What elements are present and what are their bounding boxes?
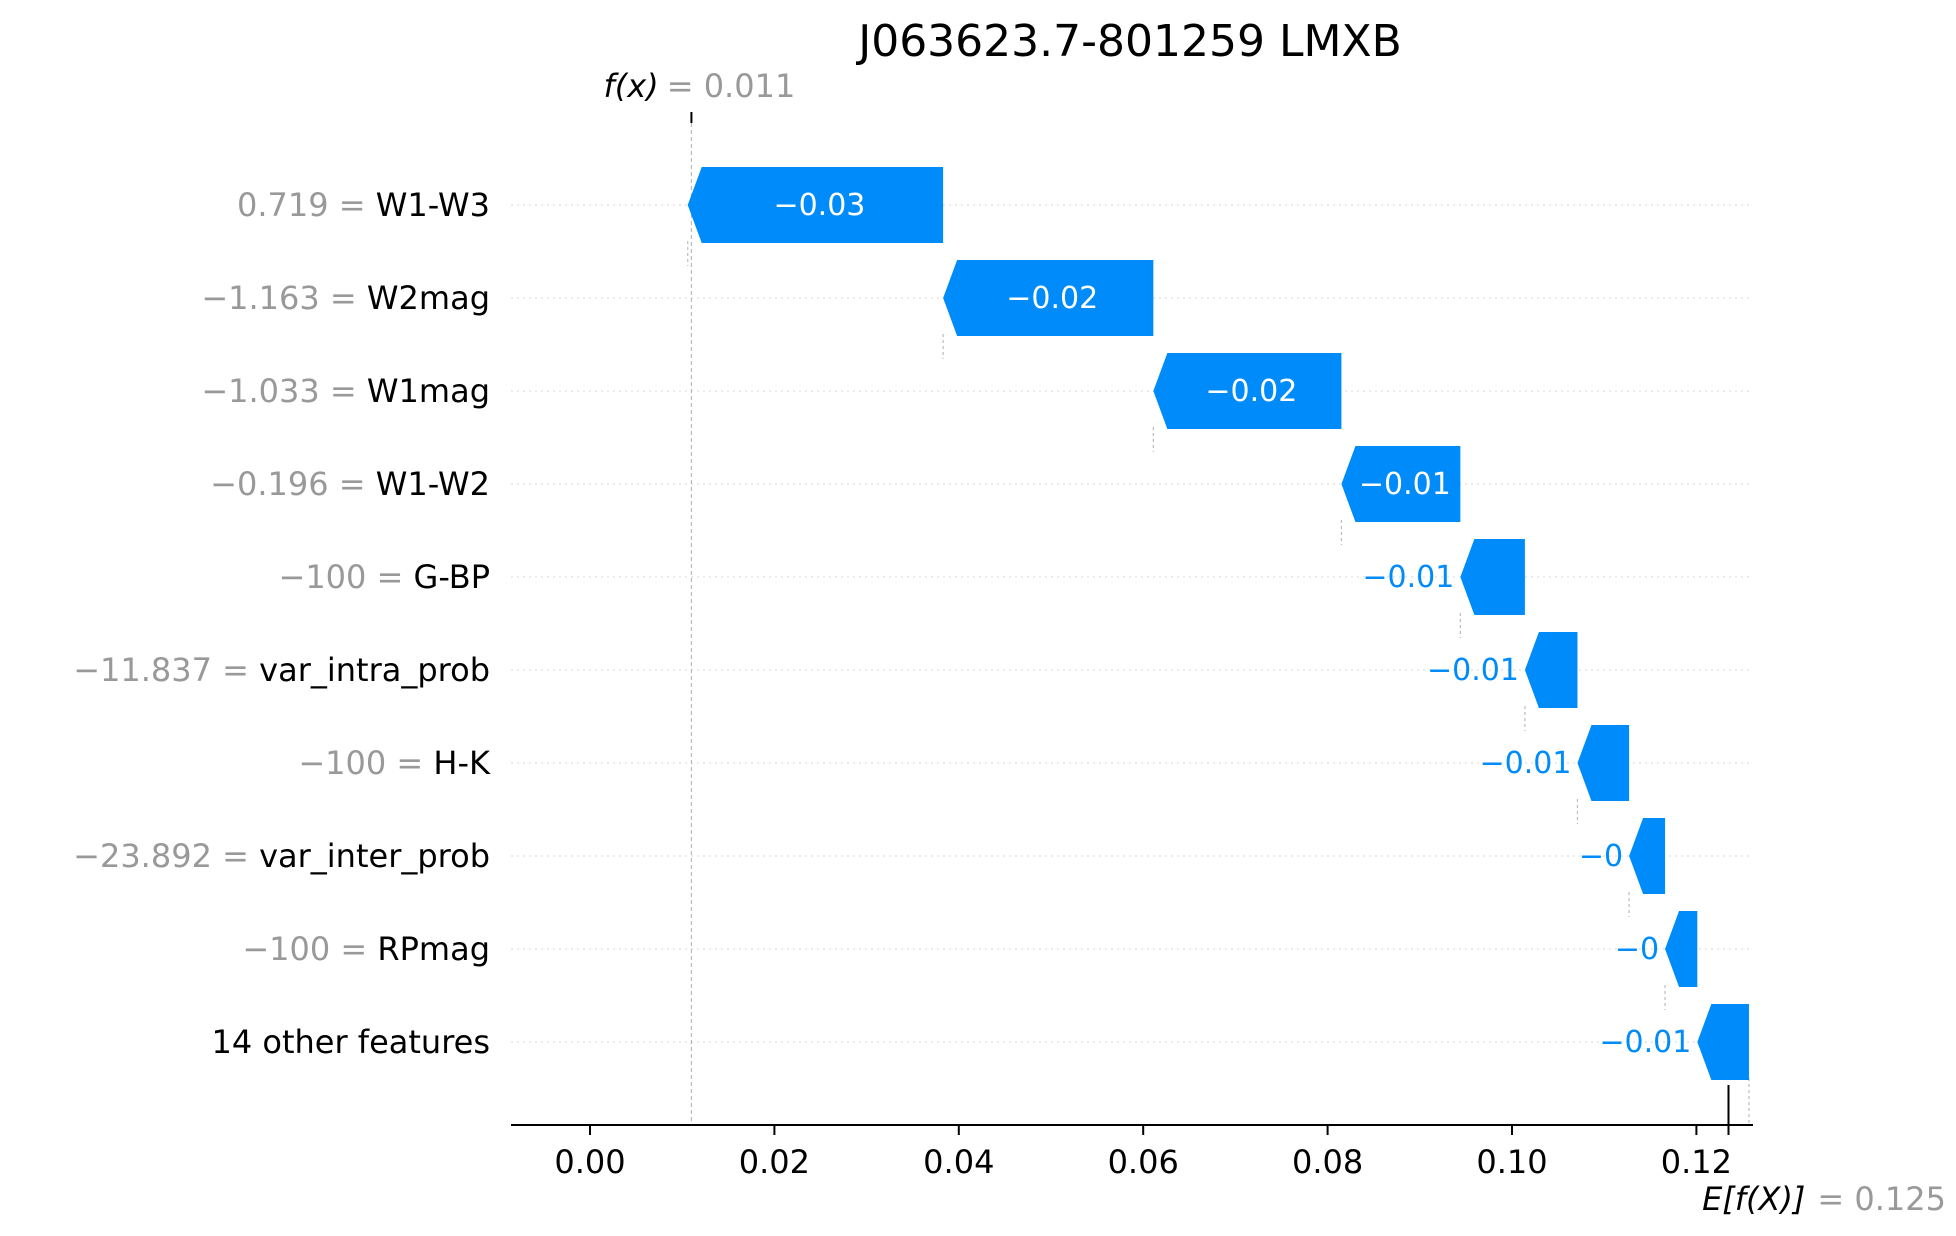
- bar-G-BP: [1460, 539, 1525, 615]
- feature-name: 14 other features: [211, 1023, 490, 1061]
- feature-value: −1.163 =: [201, 279, 367, 317]
- feature-value: 0.719 =: [237, 186, 376, 224]
- feature-name: var_inter_prob: [259, 837, 490, 875]
- fx-symbol: f(x): [604, 67, 659, 105]
- feature-label: 14 other features: [211, 1023, 490, 1061]
- feature-value: −11.837 =: [73, 651, 259, 689]
- feature-labels: −0.03 0.719 = W1-W3 −0.02 −1.163 = W2mag −0.…: [73, 186, 1691, 1061]
- bar-14 other features: [1697, 1004, 1749, 1080]
- feature-label: −100 = G-BP: [279, 558, 491, 596]
- bar-value-label: −0.01: [1362, 560, 1454, 595]
- feature-label: −1.033 = W1mag: [201, 372, 490, 410]
- bar-value-label: −0.02: [1006, 281, 1098, 316]
- feature-value: −1.033 =: [201, 372, 367, 410]
- bar-W1mag: [1153, 353, 1342, 429]
- x-tick-label: 0.00: [554, 1143, 625, 1181]
- feature-name: RPmag: [377, 930, 490, 968]
- x-tick-label: 0.06: [1108, 1143, 1179, 1181]
- feature-label: −100 = RPmag: [242, 930, 490, 968]
- feature-label: −11.837 = var_intra_prob: [73, 651, 490, 689]
- bar-W2mag: [943, 260, 1154, 336]
- bars: [687, 167, 1749, 1080]
- base-value-label: E[f(X)] = 0.125: [1702, 1180, 1946, 1218]
- x-tick-label: 0.02: [739, 1143, 810, 1181]
- bar-var_intra_prob: [1524, 632, 1578, 708]
- bar-H-K: [1577, 725, 1630, 801]
- x-axis: 0.00 0.02 0.04 0.06 0.08 0.10 0.12: [511, 1085, 1753, 1181]
- feature-value: −0.196 =: [210, 465, 376, 503]
- base-symbol: E[f(X)]: [1702, 1180, 1805, 1218]
- bar-value-label: −0.01: [1599, 1025, 1691, 1060]
- x-tick-label: 0.10: [1476, 1143, 1547, 1181]
- feature-label: −0.196 = W1-W2: [210, 465, 490, 503]
- fx-annotation: f(x) = 0.011: [604, 67, 796, 123]
- bar-W1-W3: [687, 167, 944, 243]
- base-value: = 0.125: [1817, 1180, 1946, 1218]
- bar-value-label: −0: [1579, 839, 1623, 874]
- bar-value-label: −0.02: [1205, 374, 1297, 409]
- x-tick-label: 0.12: [1661, 1143, 1732, 1181]
- feature-label: 0.719 = W1-W3: [237, 186, 490, 224]
- bar-value-label: −0.03: [773, 188, 865, 223]
- feature-value: −23.892 =: [73, 837, 259, 875]
- x-tick-label: 0.08: [1292, 1143, 1363, 1181]
- feature-label: −23.892 = var_inter_prob: [73, 837, 490, 875]
- feature-value: −100 =: [279, 558, 414, 596]
- feature-name: H-K: [433, 744, 491, 782]
- feature-label: −100 = H-K: [298, 744, 491, 782]
- bar-var_inter_prob: [1629, 818, 1666, 894]
- feature-name: W1-W2: [376, 465, 490, 503]
- chart-title: J063623.7-801259 LMXB: [855, 16, 1402, 67]
- feature-value: −100 =: [242, 930, 377, 968]
- x-tick-label: 0.04: [923, 1143, 994, 1181]
- bar-RPmag: [1665, 911, 1698, 987]
- feature-name: G-BP: [414, 558, 490, 596]
- fx-label: f(x) = 0.011: [604, 67, 796, 105]
- feature-name: W1mag: [367, 372, 490, 410]
- feature-label: −1.163 = W2mag: [201, 279, 490, 317]
- feature-name: W1-W3: [376, 186, 490, 224]
- feature-name: W2mag: [367, 279, 490, 317]
- feature-value: −100 =: [298, 744, 433, 782]
- base-value-annotation: E[f(X)] = 0.125: [1702, 1180, 1946, 1218]
- bar-W1-W2: [1341, 446, 1461, 522]
- bar-value-label: −0: [1615, 932, 1659, 967]
- bar-value-label: −0.01: [1427, 653, 1519, 688]
- bar-value-label: −0.01: [1359, 467, 1451, 502]
- feature-name: var_intra_prob: [259, 651, 490, 689]
- fx-value: = 0.011: [667, 67, 796, 105]
- bar-value-label: −0.01: [1480, 746, 1572, 781]
- connector-lines: [687, 123, 1750, 1125]
